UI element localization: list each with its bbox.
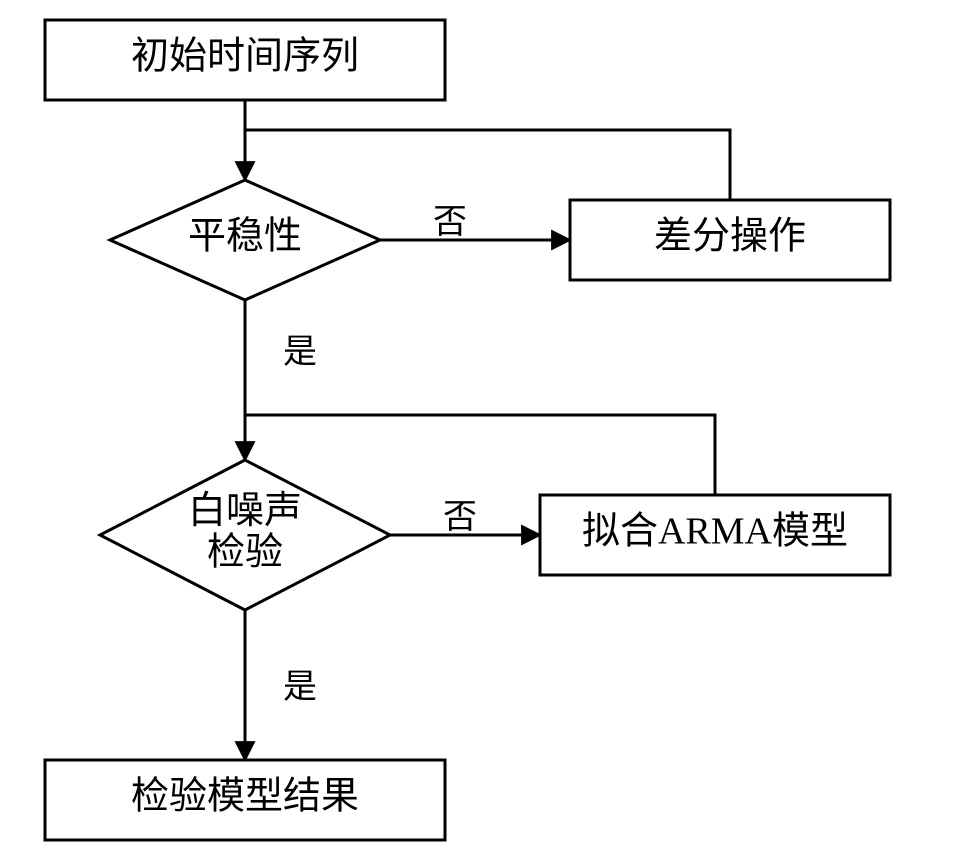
node-label-white-1: 检验 (207, 532, 283, 574)
node-label-result: 检验模型结果 (131, 776, 359, 818)
node-label-start: 初始时间序列 (131, 36, 359, 78)
edge-label-e5: 否 (443, 499, 477, 536)
node-label-stable: 平稳性 (188, 216, 302, 258)
node-label-arma: 拟合ARMA模型 (582, 511, 848, 553)
edge-label-e4: 是 (283, 334, 317, 371)
edge-e3 (245, 130, 730, 200)
node-label-diff: 差分操作 (654, 216, 806, 258)
node-label-white-0: 白噪声 (188, 490, 302, 532)
edge-e6 (245, 415, 715, 495)
flowchart-canvas: 否是否是初始时间序列平稳性差分操作白噪声检验拟合ARMA模型检验模型结果 (0, 0, 958, 856)
edge-label-e2: 否 (433, 204, 467, 241)
edge-label-e7: 是 (283, 669, 317, 706)
